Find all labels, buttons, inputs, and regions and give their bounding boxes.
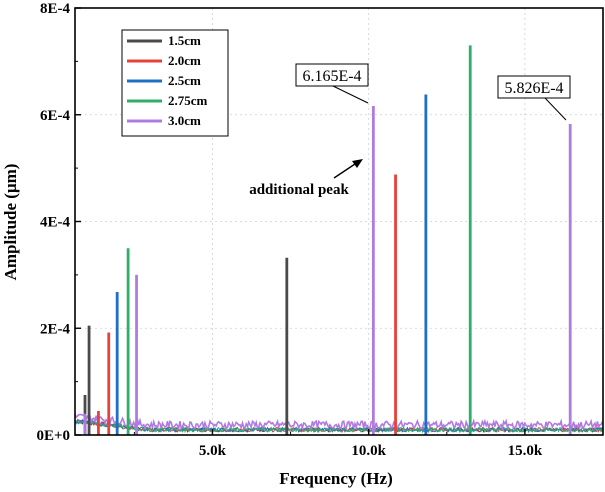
noise-series-2.5cm	[74, 418, 603, 434]
x-axis-title: Frequency (Hz)	[279, 469, 392, 488]
legend-label-1.5cm: 1.5cm	[168, 33, 201, 48]
legend-label-2.75cm: 2.75cm	[168, 93, 208, 108]
y-tick-label: 0E+0	[36, 428, 70, 444]
additional-peak-arrow-head	[352, 159, 363, 168]
callout-2-leader	[544, 97, 567, 121]
callout-1-label: 6.165E-4	[302, 68, 361, 85]
peaks	[83, 45, 572, 435]
y-tick-label: 8E-4	[40, 1, 71, 17]
noise-series-2.75cm	[74, 420, 603, 434]
y-tick-label: 2E-4	[40, 321, 71, 337]
callout-1-box	[295, 63, 369, 87]
axis-ticks: 5.0k 10.0k 15.0k 0E+0 2E-4 4E-4 6E-4 8E-4	[36, 1, 542, 459]
x-tick-label: 15.0k	[508, 443, 543, 459]
callout-2-label: 5.826E-4	[504, 80, 563, 97]
legend-box	[121, 29, 229, 137]
annotations: 6.165E-4 5.826E-4 additional peak	[249, 63, 571, 198]
additional-peak-arrow-shaft	[333, 161, 359, 179]
callout-1-leader	[332, 85, 369, 104]
noise-series-3.0cm	[74, 413, 604, 432]
y-tick-label: 4E-4	[40, 215, 71, 231]
y-axis-title: Amplitude (μm)	[1, 164, 20, 281]
additional-peak-label: additional peak	[249, 182, 349, 198]
y-tick-label: 6E-4	[40, 108, 71, 124]
noise-floor	[74, 413, 604, 434]
legend-label-2.0cm: 2.0cm	[168, 53, 201, 68]
x-tick-label: 5.0k	[199, 443, 227, 459]
legend-label-2.5cm: 2.5cm	[168, 73, 201, 88]
legend-label-3.0cm: 3.0cm	[168, 113, 201, 128]
legend: 1.5cm 2.0cm 2.5cm 2.75cm 3.0cm	[121, 29, 229, 137]
x-tick-label: 10.0k	[351, 443, 386, 459]
callout-2-box	[497, 75, 571, 99]
